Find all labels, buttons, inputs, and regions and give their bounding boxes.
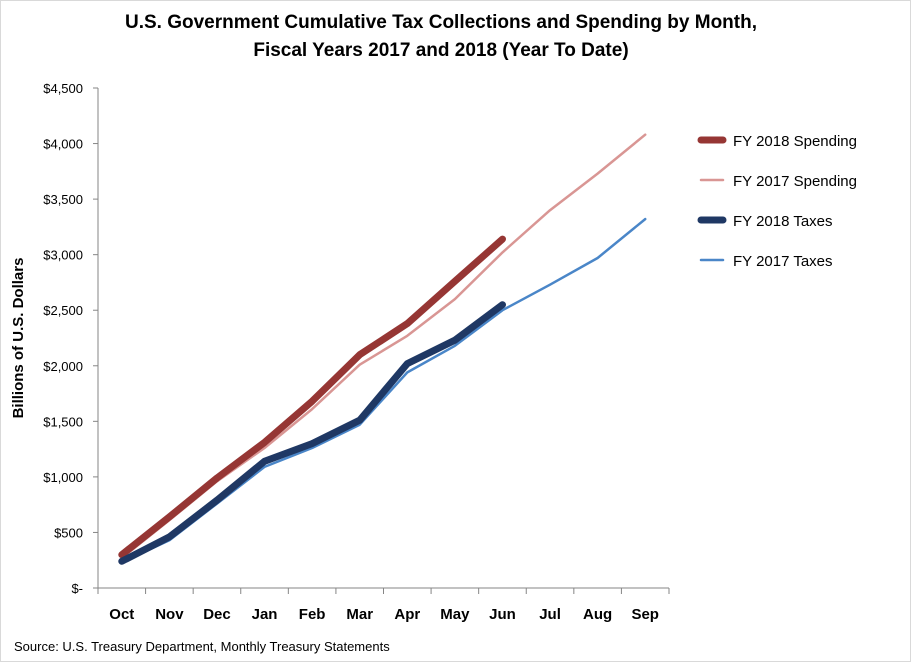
chart-title-line1: U.S. Government Cumulative Tax Collectio… [125,12,757,33]
legend-label: FY 2018 Taxes [733,213,833,230]
x-tick-label: Apr [394,606,420,623]
y-tick-label: $3,000 [43,248,83,263]
source-note: Source: U.S. Treasury Department, Monthl… [14,639,390,654]
y-tick-label: $4,500 [43,81,83,96]
x-tick-label: Sep [631,606,659,623]
x-tick-label: Dec [203,606,231,623]
x-tick-label: Jul [539,606,561,623]
series-line-fy-2018-taxes [118,301,506,565]
x-tick-label: Jun [489,606,516,623]
y-tick-label: $1,000 [43,470,83,485]
y-tick-label: $2,000 [43,359,83,374]
chart-title: U.S. Government Cumulative Tax Collectio… [61,9,821,65]
series-line-fy-2018-spending [118,235,506,559]
x-tick-label: Oct [109,606,134,623]
legend-label: FY 2018 Spending [733,133,857,150]
x-tick-label: Nov [155,606,184,623]
y-tick-label: $3,500 [43,192,83,207]
legend-label: FY 2017 Spending [733,173,857,190]
y-tick-label: $500 [54,525,83,540]
y-tick-label: $1,500 [43,414,83,429]
y-tick-label: $- [71,581,83,596]
x-tick-label: Mar [346,606,373,623]
legend-label: FY 2017 Taxes [733,253,833,270]
y-axis-title: Billions of U.S. Dollars [10,258,27,419]
x-tick-label: Aug [583,606,612,623]
y-tick-label: $4,000 [43,137,83,152]
chart-title-line2: Fiscal Years 2017 and 2018 (Year To Date… [253,40,629,61]
x-tick-label: Jan [252,606,278,623]
y-tick-label: $2,500 [43,303,83,318]
x-tick-label: Feb [299,606,326,623]
x-tick-label: May [440,606,470,623]
